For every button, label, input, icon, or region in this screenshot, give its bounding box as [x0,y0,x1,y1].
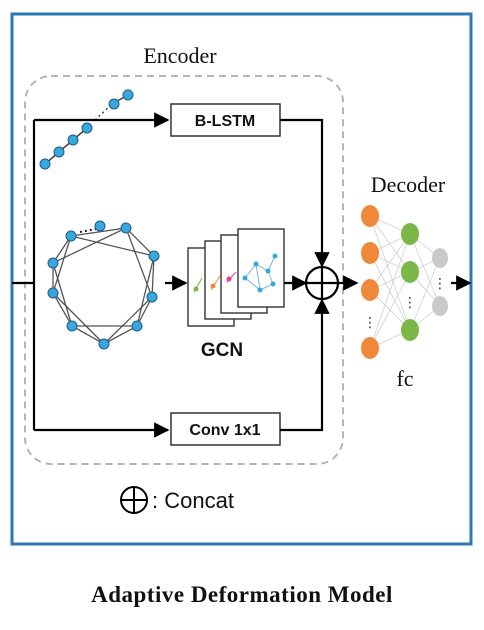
decoder-output-nodes [432,248,448,316]
encoder-label: Encoder [143,43,217,68]
conv-box [170,412,281,446]
decoder-input-ellipsis: ⋮ [363,314,377,330]
decoder-hidden-nodes [401,223,419,341]
concat-symbol [304,265,340,301]
blstm-to-concat [280,118,330,268]
concat-legend-icon [120,486,148,514]
blstm-label: B-LSTM [195,113,255,130]
figure-caption: Adaptive Deformation Model [91,582,393,607]
gcn-layers [187,228,285,327]
graph-dotted [79,228,97,233]
decoder-connections [369,215,441,349]
gcn-label: GCN [201,340,243,361]
encoder-region [24,75,344,465]
decoder-output-ellipsis: ⋮ [433,275,447,291]
graph-ring [52,227,155,345]
fc-label: fc [396,366,413,391]
decoder-input-nodes [361,205,379,359]
decoder-label: Decoder [371,172,446,197]
legend-text: : Concat [152,488,234,513]
blstm-box [170,103,281,137]
sequence-chain [39,89,134,170]
conv-to-concat [280,298,330,432]
graph-nodes [47,220,160,350]
conv-label: Conv 1x1 [189,422,260,439]
decoder-hidden-ellipsis: ⋮ [403,294,417,310]
